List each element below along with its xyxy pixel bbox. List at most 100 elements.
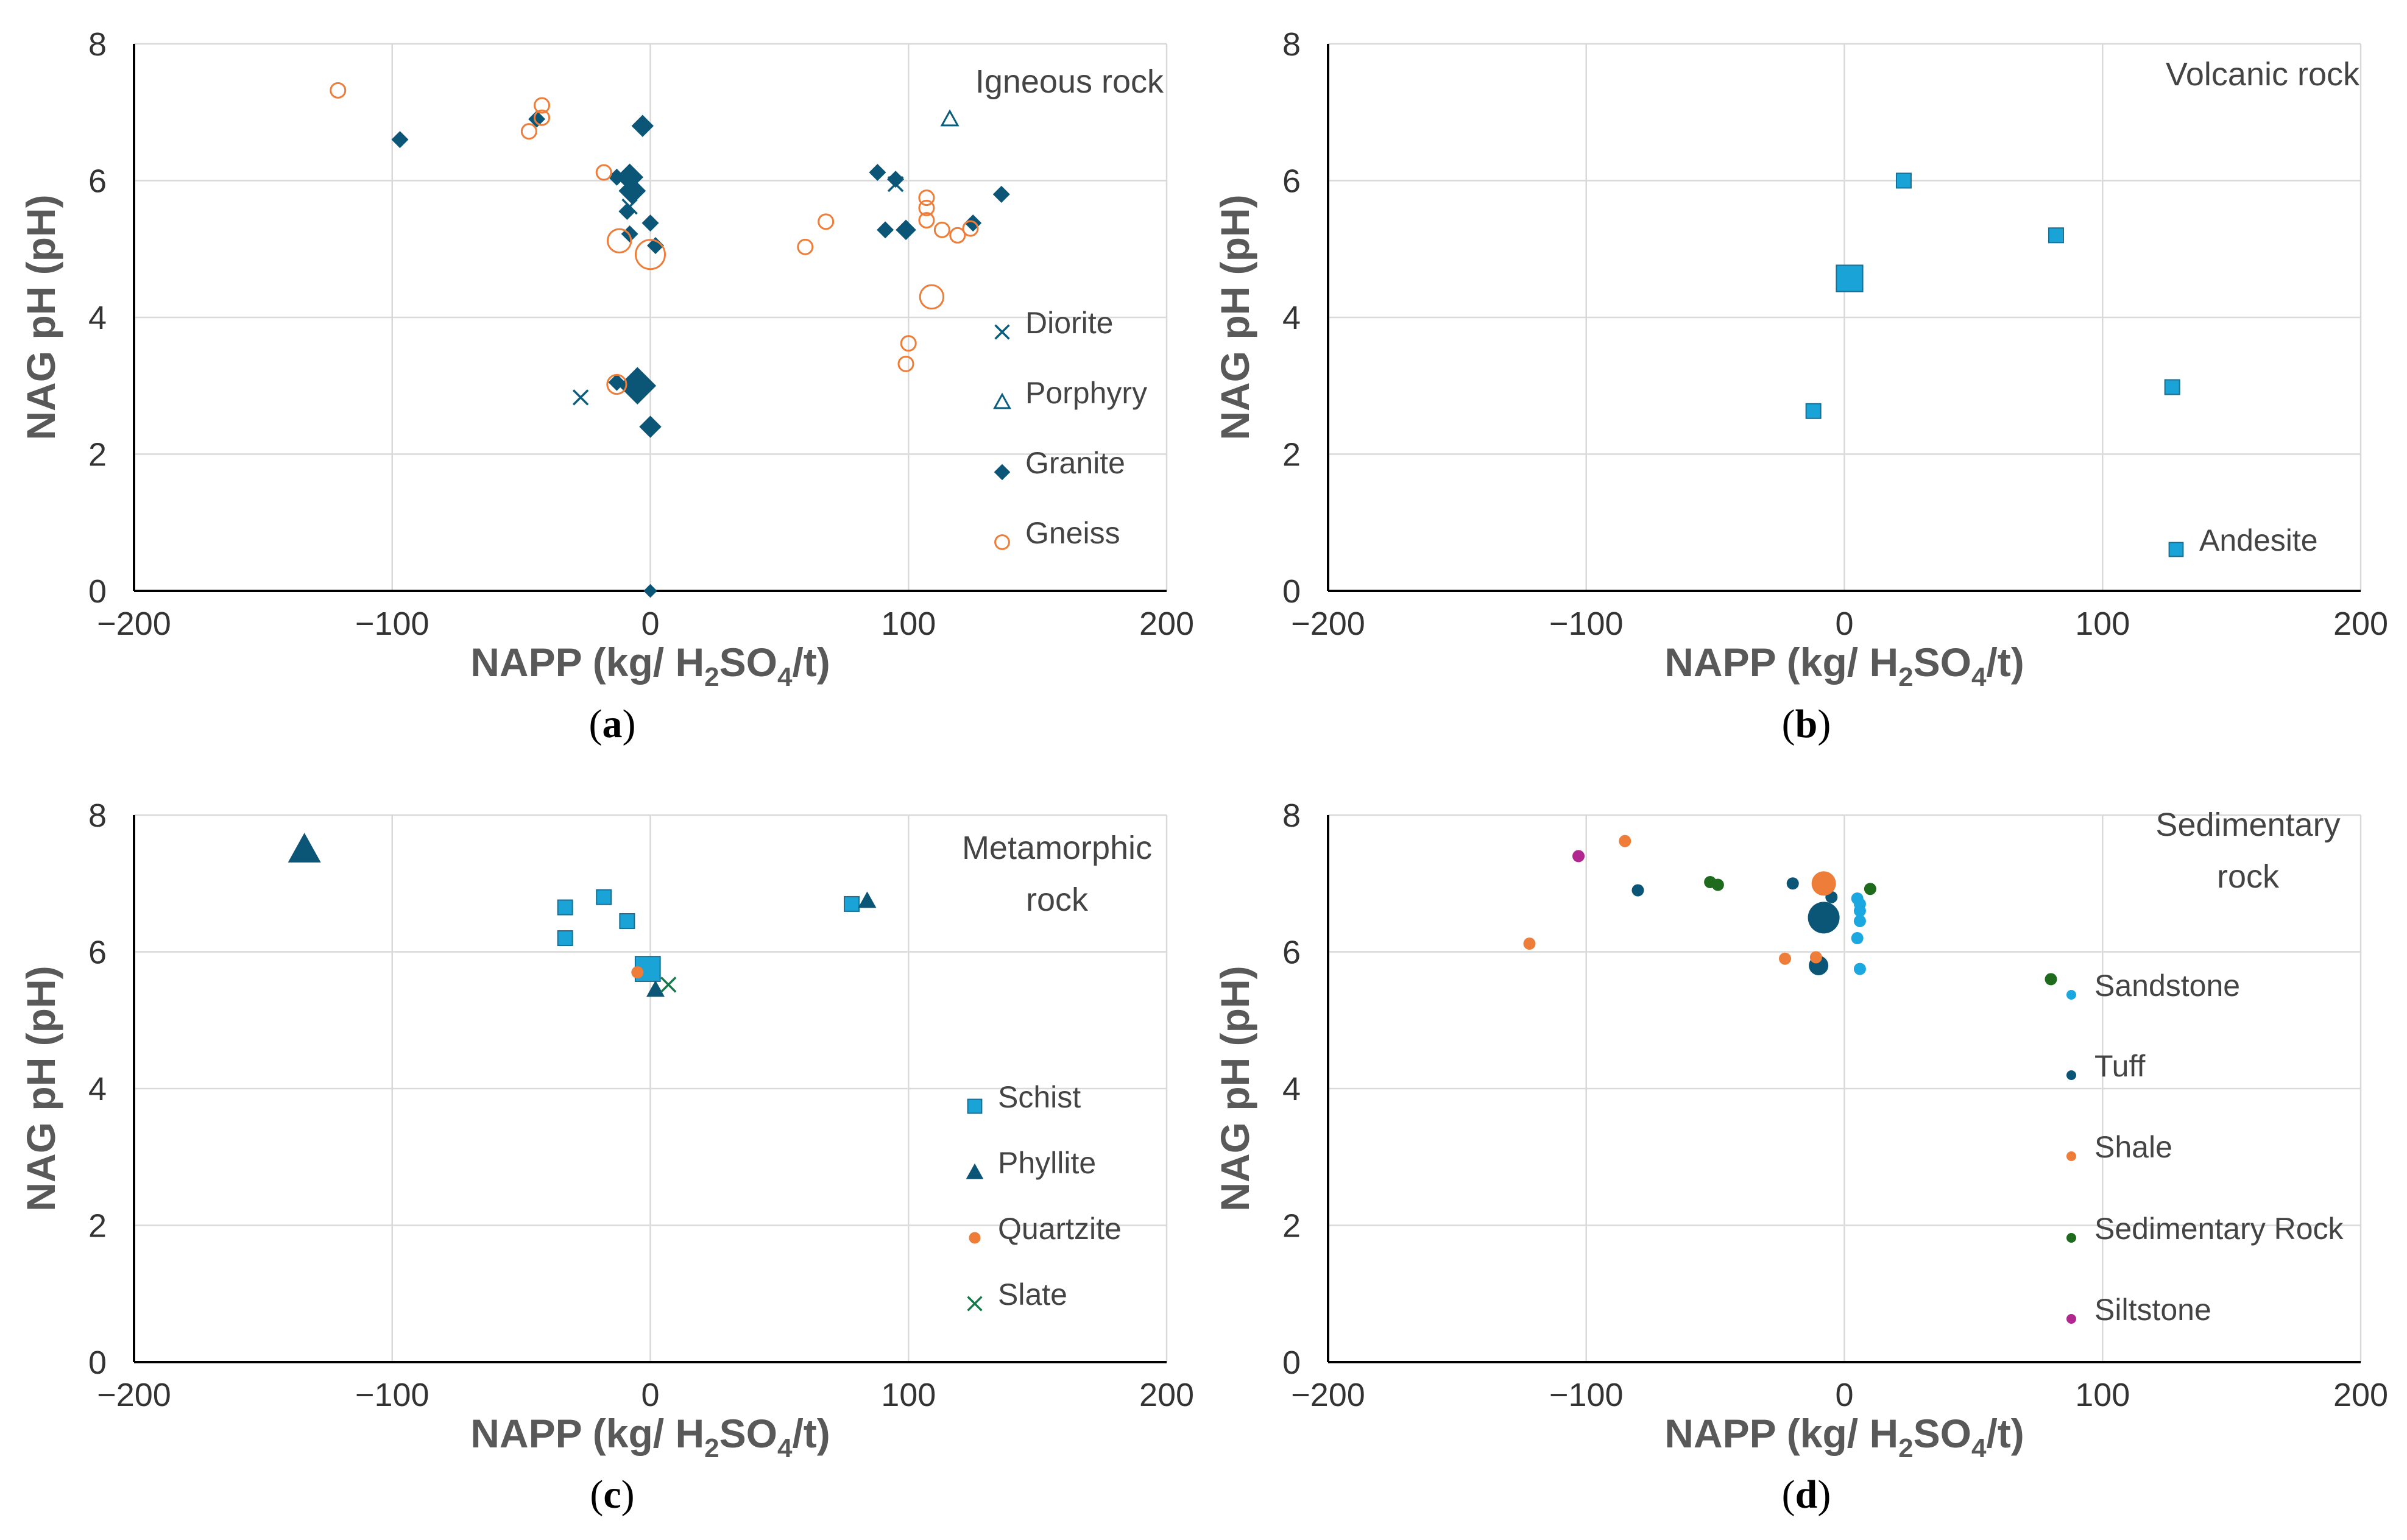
data-point [869,164,886,182]
panel-annotation: rock [2217,858,2280,895]
series-sandstone [1851,892,1866,975]
y-tick-label: 2 [1282,1208,1301,1245]
data-point [919,284,945,310]
series-granite [391,110,1010,598]
data-point [818,213,835,230]
y-tick-label: 0 [1282,1344,1301,1381]
panel-annotation: Sedimentary [2155,807,2340,843]
data-point [949,227,966,244]
y-tick-label: 4 [1282,300,1301,336]
data-point [797,238,814,255]
data-point [606,228,632,253]
series-quartzite [631,966,644,979]
x-tick-label: 0 [1835,1377,1853,1413]
chart-panel-c: −200 −100 0 100 200 0 2 4 6 8 NAPP (kg/ H2SO4/t) NA… [18,797,1194,1517]
data-point [962,220,979,237]
series-siltstone [1572,850,1585,863]
legend-marker [2066,1314,2076,1324]
panel-label: (b) [1782,702,1831,746]
data-point [557,899,573,916]
data-point [639,415,662,438]
legend-marker [994,324,1010,340]
data-point [616,163,643,191]
panel-annotation: Igneous rock [975,63,1164,100]
x-tick-label: 200 [2333,606,2388,642]
series-sedimentary-rock [1704,876,2057,986]
data-point [528,110,546,128]
series-gneiss [330,82,979,395]
data-point [1853,962,1866,975]
data-point [918,189,935,207]
data-point [1523,938,1536,950]
x-axis-label: NAPP (kg/ H2SO4/t) [1664,1411,2024,1463]
data-point [643,584,657,598]
series-phyllite [288,833,877,997]
data-point [1808,902,1840,934]
panel-label: (a) [589,702,636,746]
data-point [631,966,644,979]
y-tick-label: 6 [1282,163,1301,200]
series-schist [557,889,860,982]
data-point [918,212,935,229]
y-tick-label: 8 [88,26,107,63]
x-tick-label: −200 [97,606,171,642]
data-point [1619,835,1631,847]
data-point [646,980,665,997]
legend-marker [967,1098,983,1114]
data-point [618,177,646,205]
x-tick-label: 0 [641,1377,659,1413]
legend: Andesite [2168,523,2318,557]
y-axis-label: NAG pH (pH) [1212,966,1257,1211]
legend-marker [966,1163,984,1179]
legend-marker [2066,990,2076,1000]
data-point [2045,973,2057,986]
panel-label: (c) [590,1472,634,1517]
series-tuff [1631,877,1840,975]
x-tick-label: 100 [2075,606,2130,642]
x-tick-label: −200 [97,1377,171,1413]
data-point [1809,951,1822,964]
data-point [595,164,612,181]
y-tick-label: 6 [1282,934,1301,971]
data-point [660,977,677,993]
data-point [520,123,537,140]
legend-label: Sandstone [2094,969,2240,1003]
data-point [900,335,917,352]
legend-marker [2168,542,2184,557]
legend-label: Gneiss [1025,516,1120,550]
series-andesite [1805,172,2180,419]
legend-label: Andesite [2199,523,2318,557]
data-point [1895,172,1912,189]
legend-marker [2066,1151,2076,1161]
chart-panel-a: −200 −100 0 100 200 0 2 4 6 8 NAPP (kg/ H2SO4/t) NA… [18,26,1194,746]
legend-label: Granite [1025,446,1125,480]
data-point [572,389,589,406]
data-point [1851,932,1864,945]
data-point [557,930,573,947]
data-point [1805,403,1822,419]
y-tick-label: 6 [88,163,107,200]
legend-marker [967,1296,983,1312]
data-point [646,237,664,255]
y-tick-label: 2 [1282,437,1301,473]
chart-panel-d: −200 −100 0 100 200 0 2 4 6 8 NAPP (kg/ H2SO4/t) NA… [1212,797,2388,1517]
data-point [1853,905,1866,917]
series-porphyry [940,109,960,127]
x-tick-label: 100 [881,606,936,642]
data-point [887,171,905,188]
data-point [1786,877,1799,890]
legend-marker [2066,1233,2076,1243]
data-point [1631,884,1644,897]
data-point [896,219,916,241]
data-point [1711,878,1724,891]
legend-marker [994,534,1010,550]
y-tick-label: 4 [88,300,107,336]
y-tick-label: 6 [88,934,107,971]
legend-label: Shale [2094,1130,2172,1164]
x-tick-label: −200 [1291,606,1365,642]
y-tick-label: 0 [1282,573,1301,610]
x-tick-label: −100 [1549,606,1624,642]
legend-marker [994,464,1011,481]
data-point [1853,914,1866,927]
